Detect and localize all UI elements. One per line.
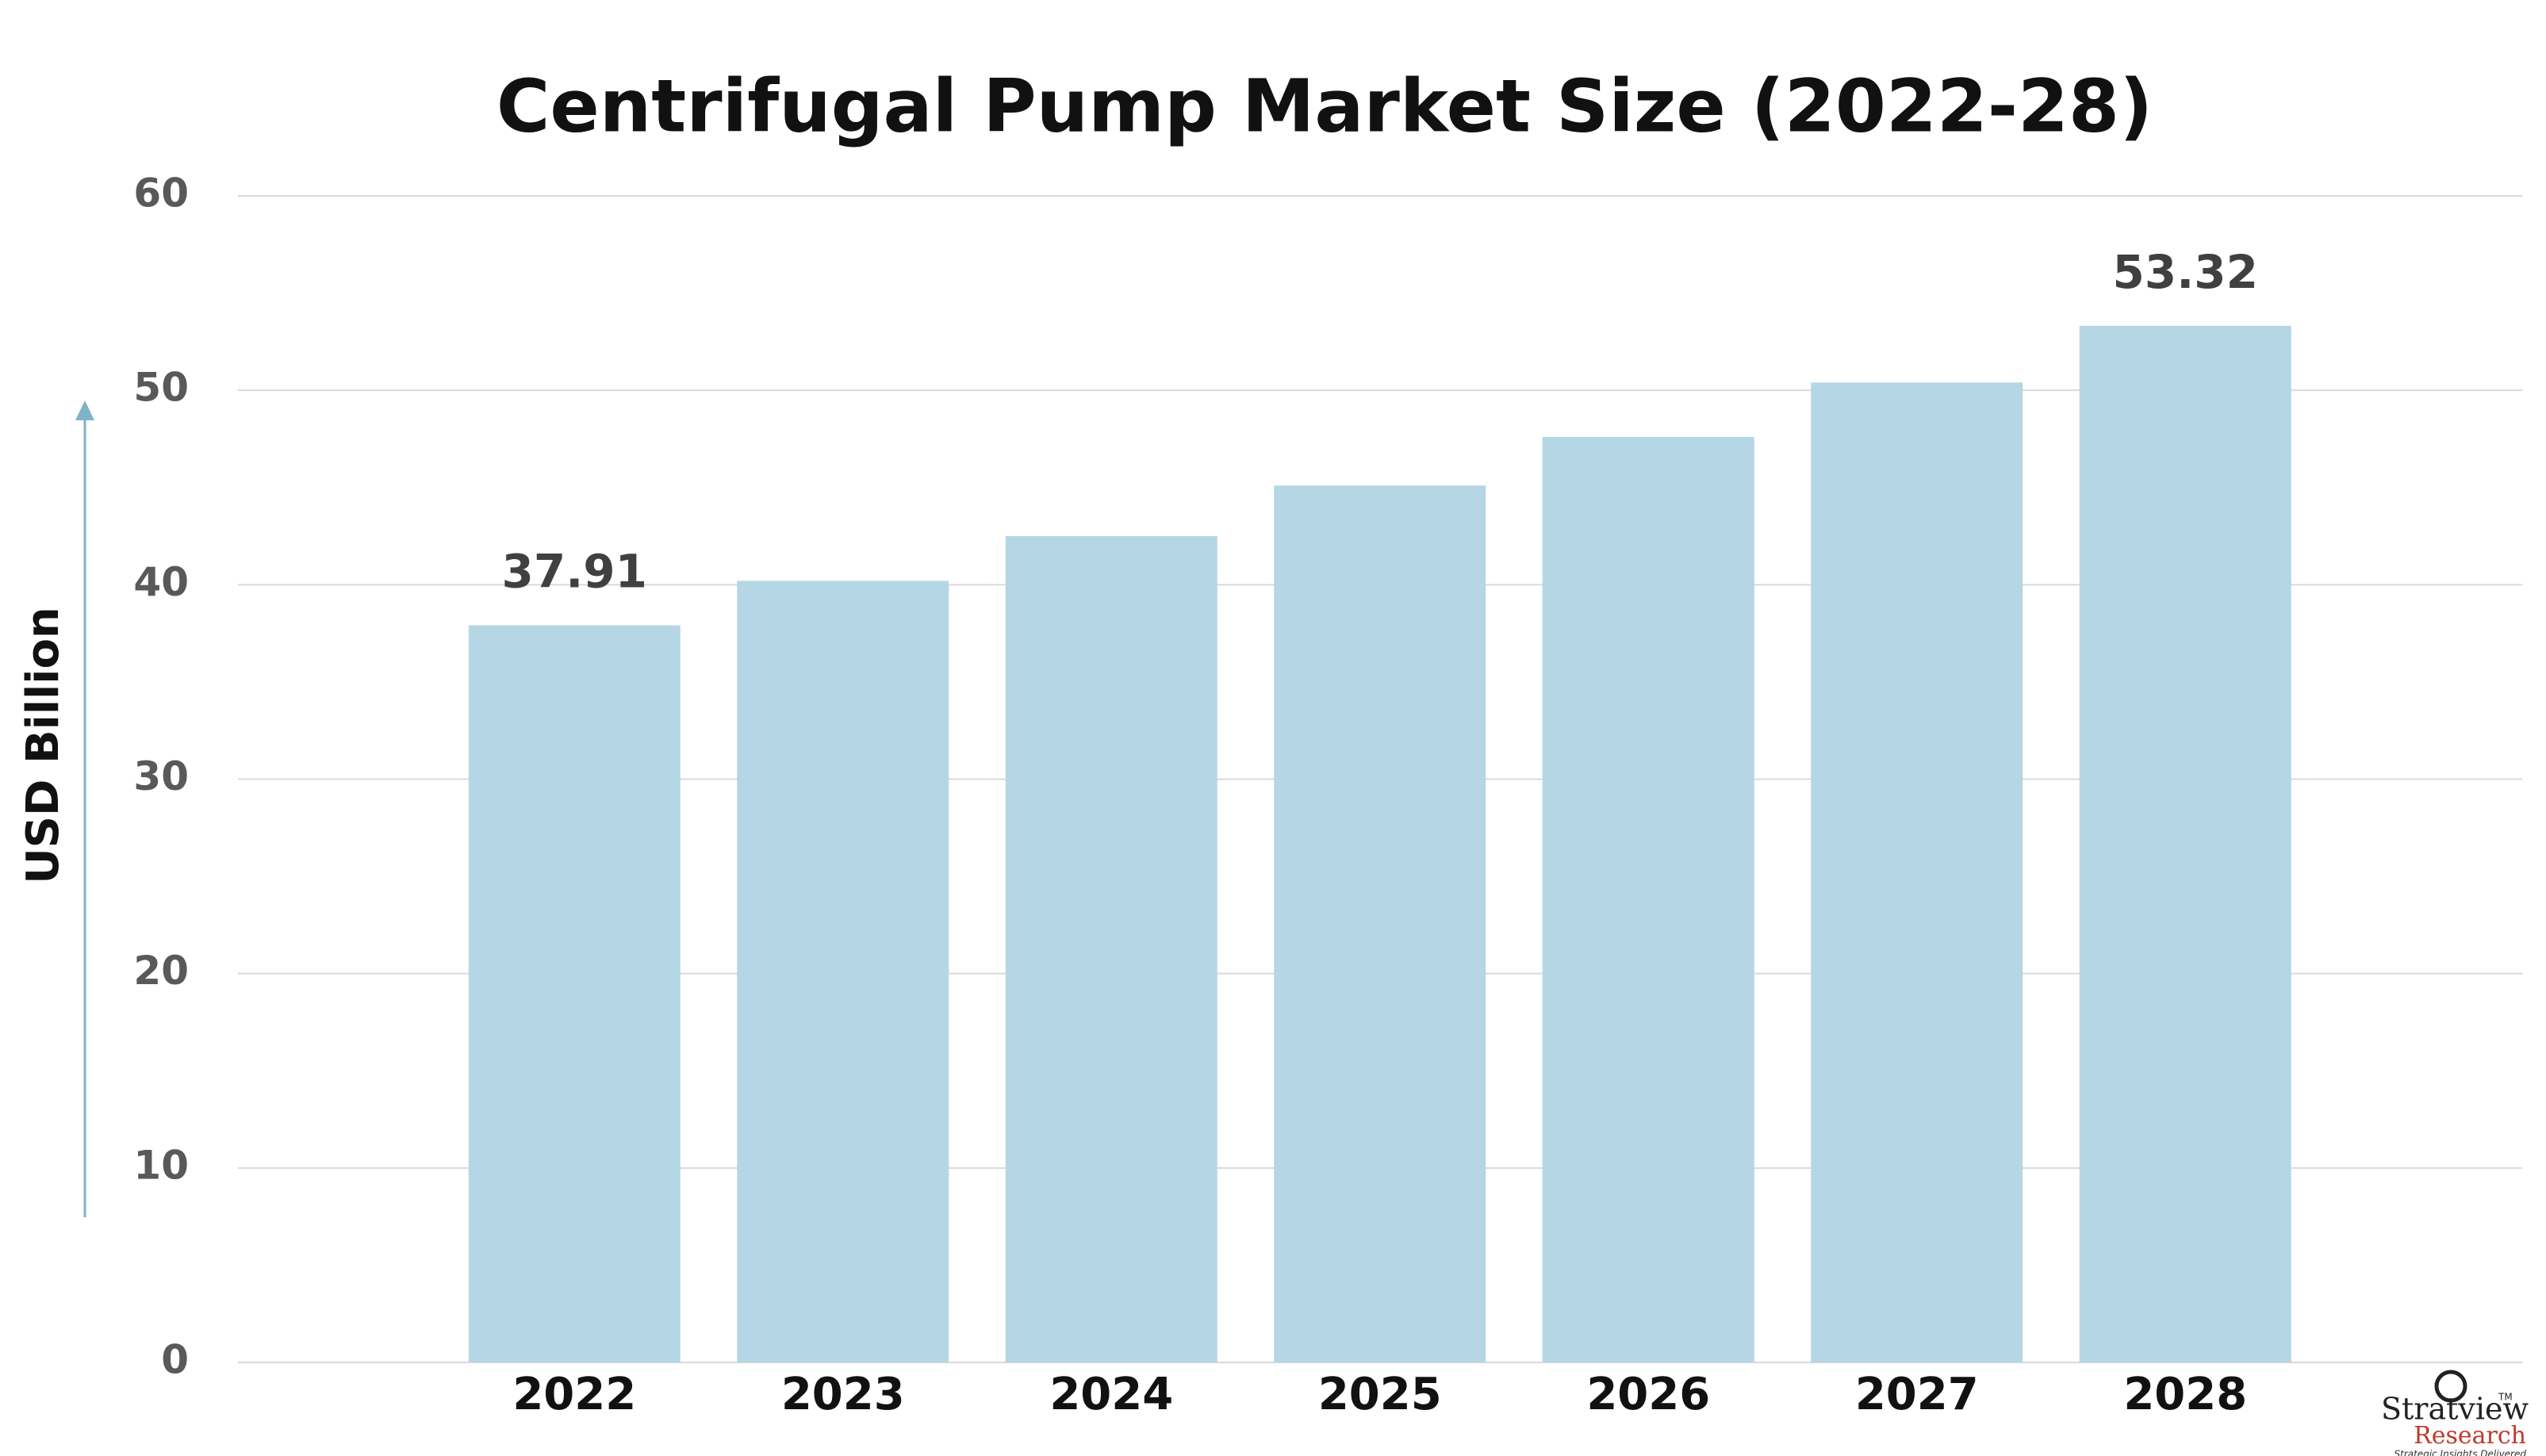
- logo-name: Stratview: [2381, 1392, 2529, 1427]
- x-tick-label: 2023: [781, 1369, 905, 1420]
- x-tick-label: 2027: [1855, 1369, 1979, 1420]
- bar: [1542, 437, 1754, 1363]
- y-tick-label: 60: [133, 171, 189, 216]
- logo-tagline: Strategic Insights Delivered: [2395, 1449, 2527, 1456]
- x-tick-label: 2026: [1586, 1369, 1710, 1420]
- x-tick-label: 2022: [512, 1369, 636, 1420]
- bar: [1811, 382, 2023, 1362]
- logo: Stratview TM Research Strategic Insights…: [2381, 1370, 2529, 1456]
- bar: [1274, 485, 1486, 1362]
- y-tick-label: 30: [133, 753, 189, 799]
- data-label: 37.91: [502, 545, 647, 599]
- y-tick-label: 10: [133, 1142, 189, 1188]
- bar: [1005, 536, 1217, 1362]
- x-tick-label: 2025: [1318, 1369, 1442, 1420]
- y-tick-label: 50: [133, 365, 189, 411]
- y-tick-label: 0: [161, 1337, 189, 1383]
- x-tick-label: 2028: [2123, 1369, 2247, 1420]
- logo-tm: TM: [2498, 1392, 2513, 1403]
- logo-icon: [2434, 1370, 2467, 1403]
- bar: [737, 580, 949, 1362]
- bar: [2079, 325, 2291, 1362]
- y-axis-label: USD Billion: [17, 607, 69, 884]
- logo-sub: Research: [2414, 1422, 2526, 1450]
- y-tick-label: 20: [133, 948, 189, 994]
- x-tick-label: 2024: [1049, 1369, 1173, 1420]
- chart-title: Centrifugal Pump Market Size (2022-28): [497, 63, 2153, 148]
- y-tick-label: 40: [133, 559, 189, 605]
- axis-arrow-head: [75, 400, 94, 420]
- data-label: 53.32: [2113, 245, 2258, 299]
- bar: [468, 625, 681, 1362]
